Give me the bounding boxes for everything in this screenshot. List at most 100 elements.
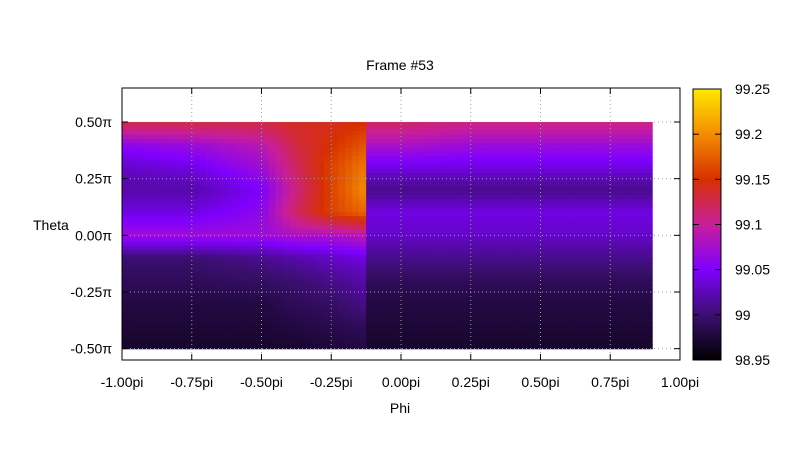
heatmap-cell bbox=[212, 126, 221, 132]
heatmap-cell bbox=[540, 331, 549, 337]
heatmap-cell bbox=[184, 233, 193, 239]
heatmap-cell bbox=[442, 151, 451, 157]
heatmap-cell bbox=[177, 130, 186, 136]
heatmap-cell bbox=[407, 254, 416, 260]
heatmap-cell bbox=[359, 207, 367, 213]
heatmap-cell bbox=[540, 335, 549, 341]
heatmap-cell bbox=[603, 207, 611, 213]
heatmap-cell bbox=[505, 301, 514, 307]
heatmap-cell bbox=[589, 340, 597, 345]
heatmap-cell bbox=[310, 267, 318, 273]
heatmap-cell bbox=[631, 263, 639, 269]
heatmap-cell bbox=[505, 186, 514, 192]
heatmap-cell bbox=[589, 207, 597, 213]
heatmap-cell bbox=[505, 323, 514, 328]
heatmap-cell bbox=[610, 143, 618, 149]
heatmap-cell bbox=[617, 267, 625, 273]
heatmap-cell bbox=[310, 164, 318, 170]
heatmap-cell bbox=[519, 164, 528, 170]
heatmap-cell bbox=[638, 169, 646, 174]
heatmap-cell bbox=[407, 181, 416, 187]
heatmap-cell bbox=[373, 151, 381, 157]
heatmap-cell bbox=[547, 340, 556, 345]
heatmap-cell bbox=[317, 254, 325, 260]
heatmap-cell bbox=[603, 173, 611, 179]
heatmap-cell bbox=[331, 246, 339, 251]
heatmap-cell bbox=[394, 198, 402, 204]
heatmap-cell bbox=[401, 216, 409, 221]
heatmap-cell bbox=[512, 246, 521, 251]
heatmap-cell bbox=[170, 275, 179, 281]
heatmap-cell bbox=[582, 340, 590, 345]
heatmap-cell bbox=[582, 194, 590, 200]
heatmap-cell bbox=[470, 181, 479, 187]
heatmap-cell bbox=[603, 297, 611, 303]
heatmap-cell bbox=[289, 301, 297, 307]
heatmap-cell bbox=[359, 173, 367, 179]
heatmap-cell bbox=[205, 173, 214, 179]
heatmap-cell bbox=[275, 237, 284, 243]
heatmap-cell bbox=[184, 139, 193, 144]
heatmap-cell bbox=[303, 284, 311, 290]
heatmap-cell bbox=[373, 314, 381, 320]
heatmap-cell bbox=[603, 164, 611, 170]
heatmap-cell bbox=[219, 340, 228, 345]
heatmap-cell bbox=[519, 151, 528, 157]
heatmap-cell bbox=[421, 173, 430, 179]
heatmap-cell bbox=[505, 305, 514, 311]
heatmap-cell bbox=[226, 340, 235, 345]
heatmap-cell bbox=[359, 344, 367, 350]
heatmap-cell bbox=[505, 318, 514, 324]
heatmap-cell bbox=[142, 203, 151, 209]
heatmap-cell bbox=[421, 275, 430, 281]
heatmap-cell bbox=[282, 134, 290, 140]
heatmap-cell bbox=[505, 344, 514, 350]
heatmap-cell bbox=[373, 305, 381, 311]
heatmap-cell bbox=[505, 151, 514, 157]
heatmap-cell bbox=[638, 198, 646, 204]
heatmap-cell bbox=[212, 241, 221, 247]
heatmap-cell bbox=[135, 318, 144, 324]
heatmap-cell bbox=[407, 190, 416, 196]
heatmap-cell bbox=[519, 246, 528, 251]
heatmap-cell bbox=[477, 323, 486, 328]
heatmap-cell bbox=[428, 335, 437, 341]
heatmap-cell bbox=[282, 216, 290, 221]
heatmap-cell bbox=[373, 134, 381, 140]
heatmap-cell bbox=[394, 139, 402, 144]
heatmap-cell bbox=[122, 250, 130, 256]
heatmap-cell bbox=[638, 147, 646, 153]
heatmap-cell bbox=[135, 246, 144, 251]
heatmap-cell bbox=[589, 258, 597, 264]
heatmap-cell bbox=[331, 224, 339, 230]
heatmap-cell bbox=[177, 177, 186, 183]
heatmap-cell bbox=[149, 130, 158, 136]
heatmap-cell bbox=[624, 186, 632, 192]
heatmap-cell bbox=[463, 297, 472, 303]
heatmap-cell bbox=[380, 130, 388, 136]
heatmap-cell bbox=[617, 323, 625, 328]
heatmap-cell bbox=[366, 335, 374, 341]
heatmap-cell bbox=[247, 331, 256, 337]
heatmap-cell bbox=[610, 280, 618, 286]
heatmap-cell bbox=[624, 340, 632, 345]
heatmap-cell bbox=[477, 151, 486, 157]
heatmap-cell bbox=[414, 250, 423, 256]
heatmap-cell bbox=[303, 241, 311, 247]
heatmap-cell bbox=[170, 263, 179, 269]
heatmap-cell bbox=[163, 340, 172, 345]
heatmap-cell bbox=[484, 340, 493, 345]
heatmap-cell bbox=[198, 126, 207, 132]
heatmap-cell bbox=[645, 190, 653, 196]
heatmap-cell bbox=[191, 207, 200, 213]
heatmap-cell bbox=[191, 340, 200, 345]
heatmap-cell bbox=[561, 335, 569, 341]
heatmap-cell bbox=[582, 190, 590, 196]
heatmap-cell bbox=[303, 233, 311, 239]
heatmap-cell bbox=[177, 275, 186, 281]
heatmap-cell bbox=[247, 203, 256, 209]
heatmap-cell bbox=[282, 130, 290, 136]
heatmap-cell bbox=[331, 177, 339, 183]
heatmap-cell bbox=[526, 237, 535, 243]
heatmap-cell bbox=[449, 139, 458, 144]
